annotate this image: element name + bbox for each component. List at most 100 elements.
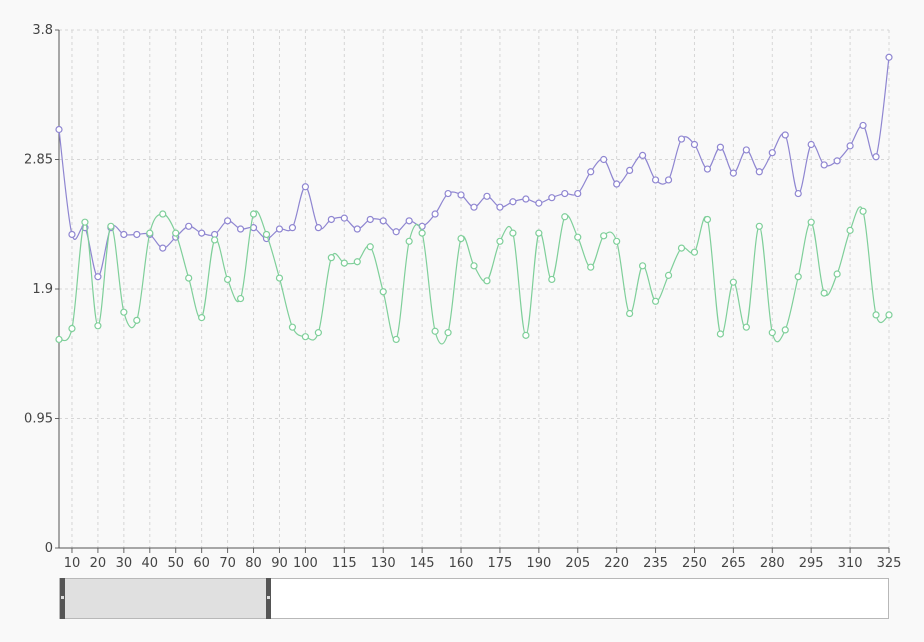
data-point (366, 215, 374, 224)
data-point (314, 329, 322, 337)
data-point (288, 224, 297, 232)
data-point (548, 275, 556, 284)
data-point (185, 222, 193, 230)
data-point (768, 149, 776, 157)
data-point (664, 271, 673, 279)
data-point (353, 225, 361, 233)
data-point (522, 195, 530, 203)
data-point (833, 157, 841, 165)
x-tick-label: 145 (410, 556, 435, 571)
x-tick-label: 280 (760, 556, 785, 571)
axes (55, 29, 890, 553)
x-tick-label: 295 (799, 556, 824, 571)
data-point (236, 225, 245, 233)
y-tick-label: 2.85 (24, 153, 53, 168)
data-point (885, 53, 893, 61)
x-tick-label: 310 (838, 556, 863, 571)
data-point (703, 215, 712, 224)
data-point (846, 142, 854, 150)
data-point (470, 262, 478, 270)
data-point (55, 335, 63, 344)
data-point (94, 322, 102, 330)
data-point (509, 229, 517, 237)
data-point (327, 215, 335, 224)
data-point (353, 258, 361, 266)
data-point (729, 169, 737, 177)
data-point (859, 207, 867, 215)
data-point (716, 330, 725, 338)
y-tick-label: 3.8 (32, 23, 53, 38)
data-point (859, 121, 867, 130)
data-point (626, 166, 634, 175)
x-tick-label: 10 (64, 556, 81, 571)
tick-labels: 0 0.95 1.9 2.85 3.8 10 20 30 40 50 60 70 80 90 100 115 1… (24, 23, 901, 571)
data-point (133, 230, 141, 239)
x-tick-label: 160 (449, 556, 474, 571)
y-tick-label: 0 (45, 541, 53, 556)
data-point (677, 135, 686, 143)
data-point (664, 176, 673, 184)
data-point (340, 259, 348, 267)
data-point (457, 234, 465, 243)
data-point (392, 335, 400, 344)
data-point (418, 229, 426, 237)
data-point (742, 146, 750, 154)
data-point (496, 237, 504, 245)
data-point (496, 203, 504, 211)
data-point (613, 180, 621, 188)
y-tick-label: 0.95 (24, 412, 53, 427)
data-point (794, 189, 802, 198)
data-point (807, 140, 815, 149)
scrollbar-left-handle[interactable] (60, 578, 65, 619)
y-tick-label: 1.9 (32, 282, 53, 297)
x-tick-label: 220 (604, 556, 629, 571)
data-point (638, 151, 647, 160)
x-tick-label: 100 (293, 556, 318, 571)
data-point (94, 273, 102, 281)
x-tick-label: 235 (643, 556, 668, 571)
series-layer (55, 53, 893, 345)
data-point (340, 214, 348, 222)
data-point (872, 311, 880, 319)
data-point (120, 308, 128, 316)
data-point (107, 222, 115, 230)
data-point (68, 230, 76, 239)
scrollbar-thumb[interactable] (60, 578, 272, 619)
data-point (755, 222, 763, 230)
x-tick-label: 265 (721, 556, 746, 571)
scrollbar-right-handle[interactable] (266, 578, 272, 619)
range-scrollbar[interactable] (59, 578, 889, 619)
data-point (120, 230, 128, 239)
x-tick-label: 70 (219, 556, 236, 571)
data-point (561, 189, 569, 198)
data-point (820, 161, 828, 169)
data-point (470, 203, 478, 211)
data-point (690, 140, 699, 149)
x-tick-label: 60 (193, 556, 210, 571)
series-line (58, 57, 890, 278)
data-point (314, 224, 322, 232)
data-point (548, 194, 556, 202)
data-point (301, 333, 310, 341)
x-tick-label: 40 (142, 556, 159, 571)
data-point (781, 131, 789, 139)
data-point (768, 329, 776, 337)
data-point (55, 125, 63, 134)
data-point (431, 327, 439, 335)
data-point (574, 233, 582, 241)
data-point (651, 297, 660, 305)
data-point (872, 153, 880, 161)
data-point (794, 273, 802, 281)
data-point (807, 218, 815, 226)
data-point (159, 244, 167, 252)
data-point (159, 210, 167, 218)
data-point (185, 274, 193, 282)
data-point (366, 243, 374, 251)
series-2 (55, 206, 893, 345)
x-tick-label: 50 (167, 556, 184, 571)
data-point (379, 217, 387, 225)
data-point (638, 262, 647, 270)
data-point (262, 230, 271, 239)
data-point (587, 263, 595, 271)
